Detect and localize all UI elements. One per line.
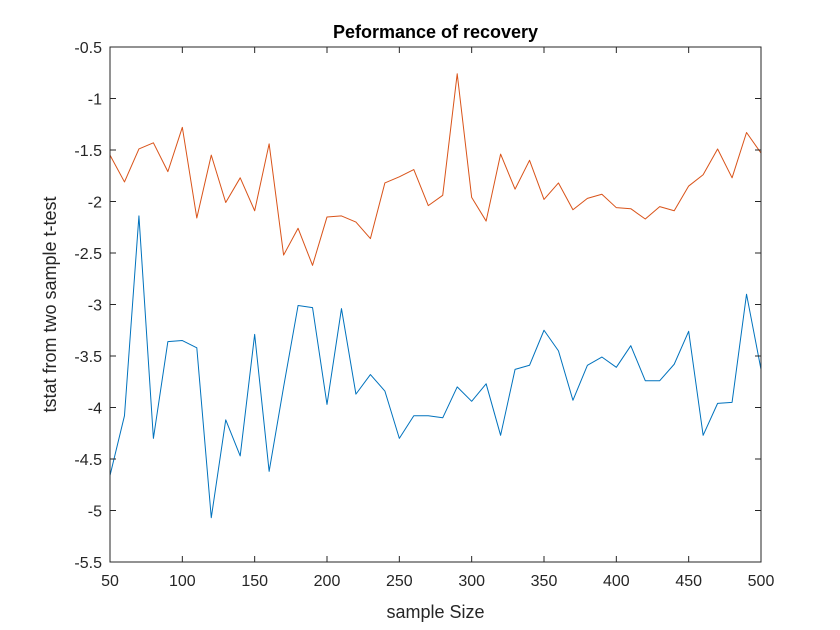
y-tick-label: -2.5 [74,246,102,263]
x-tick-label: 150 [241,573,268,590]
y-tick-label: -1.5 [74,143,102,160]
y-tick-label: -5 [88,504,102,521]
series-layer [109,73,762,519]
x-tick-label: 500 [748,573,775,590]
y-axis-label: tstat from two sample t-test [40,196,60,412]
series-line-1 [109,215,762,519]
x-tick-label: 200 [314,573,341,590]
y-tick-label: -1 [88,92,102,109]
y-tick-label: -3.5 [74,349,102,366]
plot-area [110,47,761,562]
x-tick-label: 100 [169,573,196,590]
y-tick-label: -4 [88,401,102,418]
x-axis-label: sample Size [386,602,484,622]
x-tick-label: 400 [603,573,630,590]
x-tick-label: 50 [101,573,119,590]
y-tick-label: -4.5 [74,452,102,469]
series-line-2 [109,73,762,266]
x-tick-label: 300 [458,573,485,590]
y-tick-label: -0.5 [74,40,102,57]
x-ticks: 50 100 150 200 250 300 350 400 450 500 [101,47,774,590]
x-tick-label: 350 [531,573,558,590]
x-tick-label: 450 [675,573,702,590]
y-tick-label: -5.5 [74,555,102,572]
y-ticks: -5.5 -5 -4.5 -4 -3.5 -3 -2.5 -2 -1.5 -1 -0.5 [74,40,761,572]
chart-title: Peformance of recovery [333,22,538,42]
x-tick-label: 250 [386,573,413,590]
y-tick-label: -3 [88,298,102,315]
y-tick-label: -2 [88,195,102,212]
